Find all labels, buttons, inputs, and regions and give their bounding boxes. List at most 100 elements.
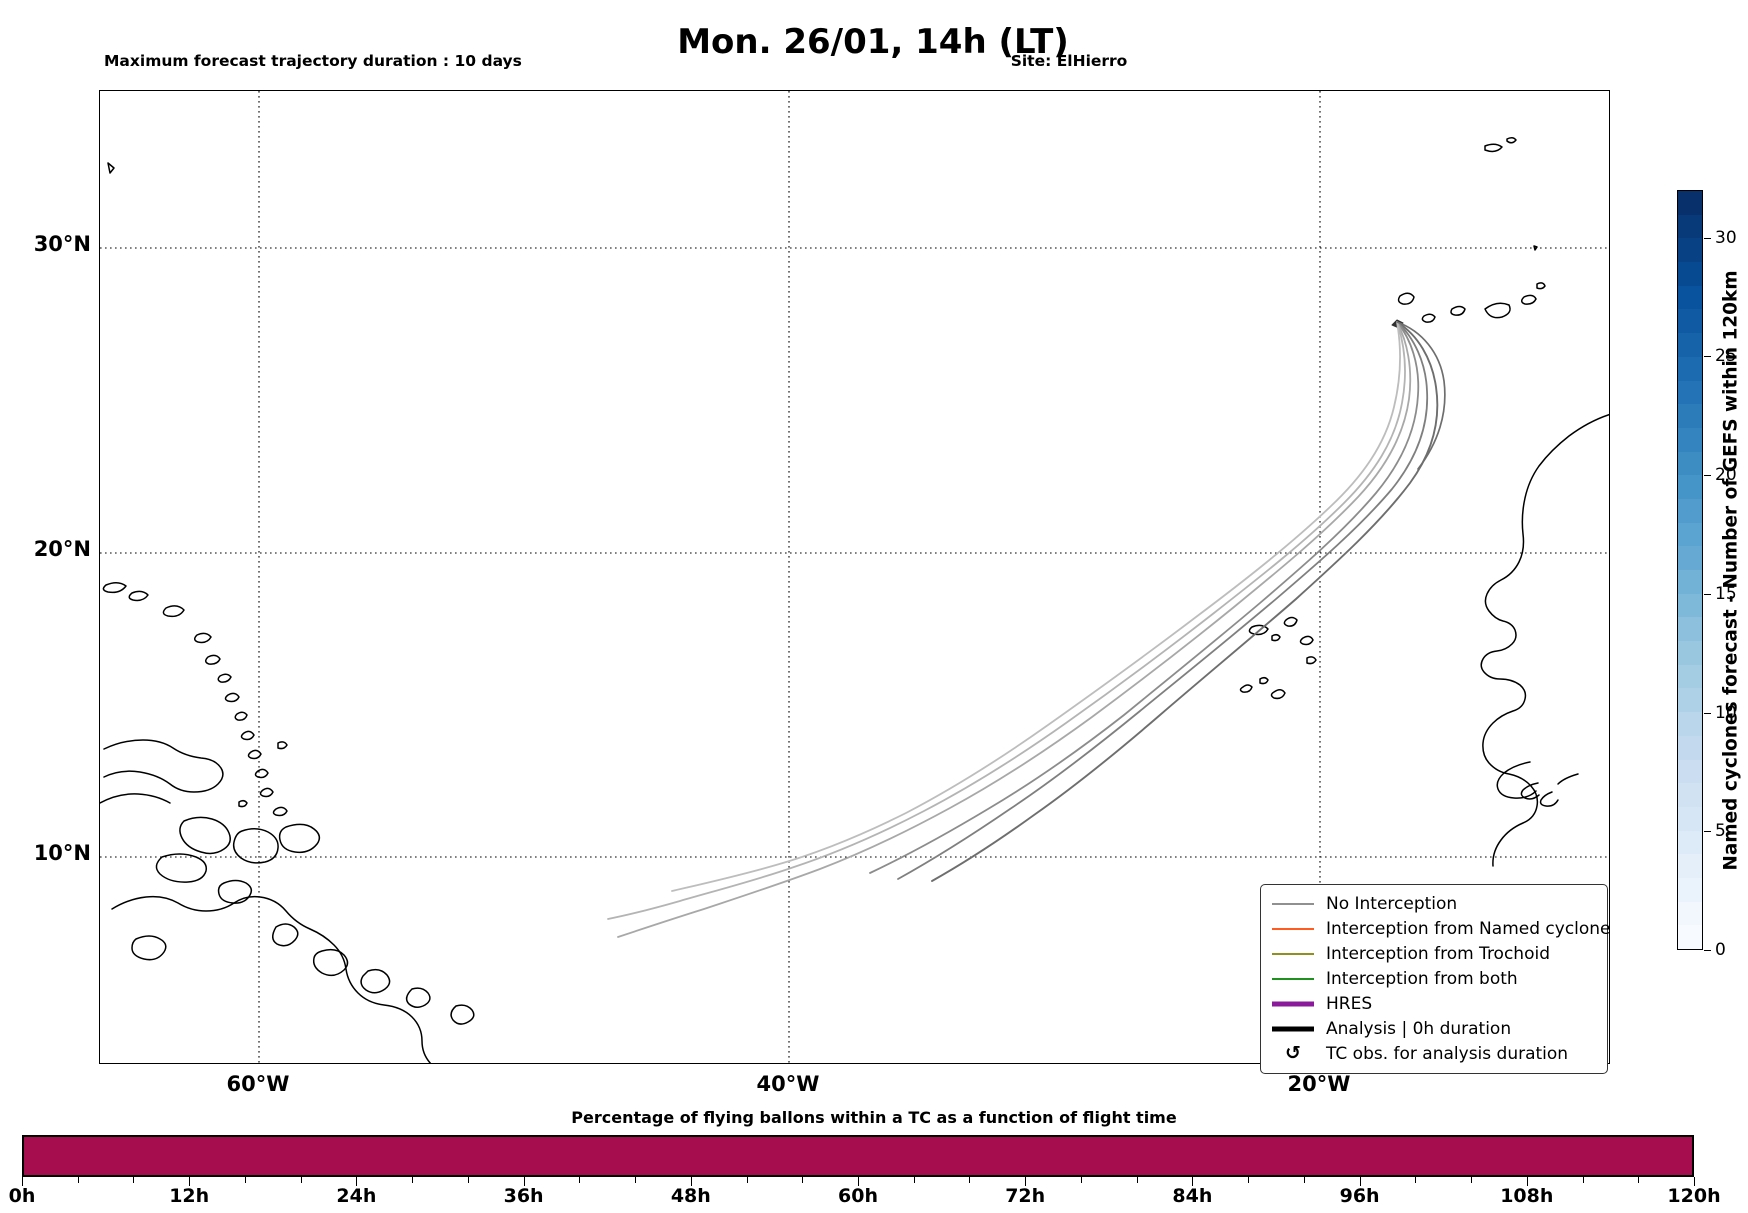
progress-tick [133,1177,135,1183]
progress-tick [802,1177,804,1183]
colorbar-tick [1704,237,1711,239]
colorbar-segment [1678,783,1702,807]
legend-item-no-interception[interactable]: No Interception [1271,891,1597,916]
progress-tick [1415,1177,1417,1183]
colorbar-segment [1678,451,1702,476]
colorbar-segment [1678,806,1702,831]
legend-label: Analysis | 0h duration [1326,1018,1512,1039]
progress-tick [746,1177,748,1183]
progress-tick-label: 96h [1339,1185,1380,1207]
progress-tick [244,1177,246,1183]
colorbar-tick [1704,950,1711,951]
colorbar-segment [1678,617,1702,642]
legend-label: Interception from both [1326,968,1518,989]
legend-item-analysis[interactable]: Analysis | 0h duration [1271,1016,1597,1041]
colorbar-segment [1678,830,1702,855]
colorbar-tick [1704,593,1711,595]
colorbar-tick [1704,475,1711,476]
colorbar-segment [1678,901,1702,926]
colorbar-segment [1678,214,1702,239]
progress-tick [1136,1177,1138,1183]
progress-tick [1582,1177,1584,1183]
xtick-label-40w: 40°W [756,1072,820,1096]
colorbar-segment [1678,593,1702,618]
cyclone-icon: ↺ [1271,1044,1315,1063]
legend-swatch-line [1271,925,1315,933]
colorbar-tick-label: 5 [1715,821,1726,842]
progress-tick [1694,1177,1695,1186]
colorbar-tick [1704,712,1711,714]
progress-tick [969,1177,971,1183]
colorbar-tick-label: 20 [1715,465,1737,485]
legend-item-trochoid[interactable]: Interception from Trochoid [1271,941,1597,966]
progress-tick [1248,1177,1250,1183]
colorbar-segment [1678,546,1702,570]
legend-label: No Interception [1326,893,1458,914]
progress-tick [635,1177,637,1183]
legend-item-both[interactable]: Interception from both [1271,966,1597,991]
progress-tick-label: 36h [503,1185,544,1207]
colorbar-tick-label: 25 [1715,346,1737,367]
xtick-label-60w: 60°W [226,1072,290,1096]
progress-tick [1192,1177,1194,1186]
progress-bar-fill [24,1137,1692,1175]
ytick-label-30n: 30°N [33,232,91,256]
colorbar-tick-label: 0 [1715,940,1726,960]
colorbar-title-wrap: Named cyclones forecast - Number of GEFS… [1717,190,1745,950]
legend-swatch-line [1271,975,1315,983]
ytick-label-10n: 10°N [33,841,91,865]
colorbar-segment [1678,759,1702,784]
progress-tick [22,1177,23,1186]
colorbar-segment [1678,498,1702,523]
colorbar-tick-label: 30 [1715,227,1737,248]
colorbar-segment [1678,191,1702,215]
coastlines [100,136,1609,1063]
colorbar-segment [1678,309,1702,334]
progress-tick-label: 108h [1500,1185,1554,1207]
progress-tick [467,1177,469,1183]
progress-tick [77,1177,79,1183]
progress-tick-label: 120h [1667,1185,1721,1207]
colorbar[interactable]: 0 5 10 15 20 25 30 [1677,190,1737,960]
colorbar-gradient [1677,190,1703,950]
cyclone-glyph: ↺ [1285,1042,1301,1064]
progress-tick [690,1177,692,1186]
colorbar-segment [1678,735,1702,760]
progress-tick [189,1177,191,1186]
colorbar-segment [1678,380,1702,405]
legend-item-named-cyclone[interactable]: Interception from Named cyclone [1271,916,1611,941]
progress-tick [523,1177,525,1186]
map-svg [100,91,1609,1063]
progress-tick [1471,1177,1473,1183]
progress-tick [300,1177,302,1183]
colorbar-segment [1678,925,1702,949]
colorbar-segment [1678,427,1702,452]
legend-item-tc-obs[interactable]: ↺ TC obs. for analysis duration [1271,1041,1597,1066]
progress-bar-track[interactable] [22,1135,1694,1177]
progress-tick [1025,1177,1027,1186]
legend-swatch-line [1271,999,1315,1009]
progress-tick [1080,1177,1082,1183]
progress-tick [1638,1177,1640,1183]
xtick-label-20w: 20°W [1287,1072,1351,1096]
progress-tick-label: 24h [336,1185,377,1207]
colorbar-segment [1678,712,1702,736]
legend-item-hres[interactable]: HRES [1271,991,1597,1016]
colorbar-segment [1678,877,1702,902]
progress-tick [412,1177,414,1183]
colorbar-tick-label: 10 [1715,702,1737,723]
colorbar-segment [1678,238,1702,263]
colorbar-segment [1678,356,1702,381]
colorbar-segment [1678,522,1702,547]
legend-swatch-line [1271,900,1315,908]
colorbar-segment [1678,570,1702,594]
legend-swatch-line [1271,950,1315,958]
colorbar-segment [1678,664,1702,689]
progress-tick [356,1177,358,1186]
header-site: Site: ElHierro [1010,52,1128,70]
legend-label: Interception from Trochoid [1326,943,1550,964]
map-legend[interactable]: No Interception Interception from Named … [1260,884,1611,1074]
progress-tick [858,1177,859,1186]
progress-tick [913,1177,915,1183]
legend-label: Interception from Named cyclone [1326,918,1611,939]
